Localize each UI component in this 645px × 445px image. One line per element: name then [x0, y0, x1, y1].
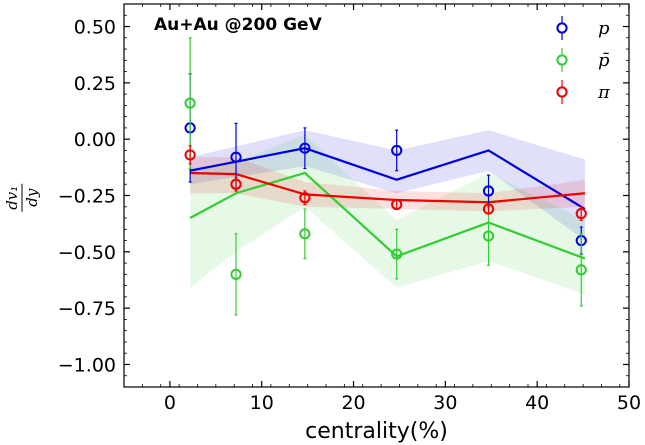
- data-point: [482, 203, 495, 215]
- y-tick-label: 0.25: [74, 73, 116, 95]
- legend-marker: [556, 86, 568, 98]
- x-tick-label: 10: [250, 392, 274, 414]
- data-point: [575, 264, 587, 276]
- data-point: [482, 185, 495, 197]
- model-line-0: [189, 147, 586, 210]
- x-tick-labels: 0 10 20 30 40 50: [164, 392, 641, 414]
- legend-label: π: [597, 82, 611, 103]
- band-1: [190, 134, 585, 295]
- data-point: [391, 198, 403, 211]
- y-tick-label: −0.25: [58, 186, 116, 208]
- data-point: [184, 149, 196, 161]
- model-line-2: [190, 171, 586, 204]
- data-point: [391, 144, 403, 157]
- x-tick-label: 50: [617, 392, 641, 414]
- x-tick-label: 0: [164, 392, 176, 414]
- y-axis-label-denominator: dy: [23, 188, 41, 207]
- model-lines: [189, 147, 586, 260]
- data-point: [299, 192, 311, 204]
- legend-label: p: [598, 18, 610, 39]
- x-tick-label: 20: [341, 392, 365, 414]
- data-point: [184, 97, 196, 109]
- plot-frame: [123, 3, 630, 388]
- data-point: [230, 268, 242, 280]
- data-points: [184, 37, 587, 316]
- legend-marker: [556, 54, 568, 66]
- legend: p p̄ π: [556, 16, 611, 104]
- data-point: [299, 228, 311, 240]
- model-line-1: [189, 171, 586, 260]
- y-axis-label: dv₁ dy: [3, 183, 41, 212]
- y-tick-label: −0.50: [58, 242, 116, 264]
- data-point: [575, 207, 587, 220]
- uncertainty-bands: [190, 130, 585, 295]
- legend-label: p̄: [598, 50, 610, 71]
- data-point: [230, 151, 242, 163]
- chart-annotation: Au+Au @200 GeV: [154, 15, 323, 35]
- y-tick-label: 0.00: [74, 129, 116, 151]
- data-point: [482, 230, 495, 242]
- y-axis-label-numerator: dv₁: [3, 186, 21, 210]
- y-tick-label: −0.75: [58, 298, 116, 320]
- x-tick-label: 40: [525, 392, 549, 414]
- band-2: [190, 157, 585, 212]
- y-tick-label: 0.50: [74, 17, 116, 39]
- data-point: [230, 178, 242, 190]
- y-tick-label: −1.00: [58, 354, 116, 376]
- legend-marker: [556, 22, 568, 34]
- band-0: [190, 130, 585, 241]
- data-point: [391, 248, 403, 260]
- x-tick-label: 30: [433, 392, 457, 414]
- y-tick-labels: 0.50 0.25 0.00 −0.25 −0.50 −0.75 −1.00: [58, 17, 116, 377]
- x-axis-label: centrality(%): [305, 419, 448, 444]
- data-point: [299, 142, 311, 154]
